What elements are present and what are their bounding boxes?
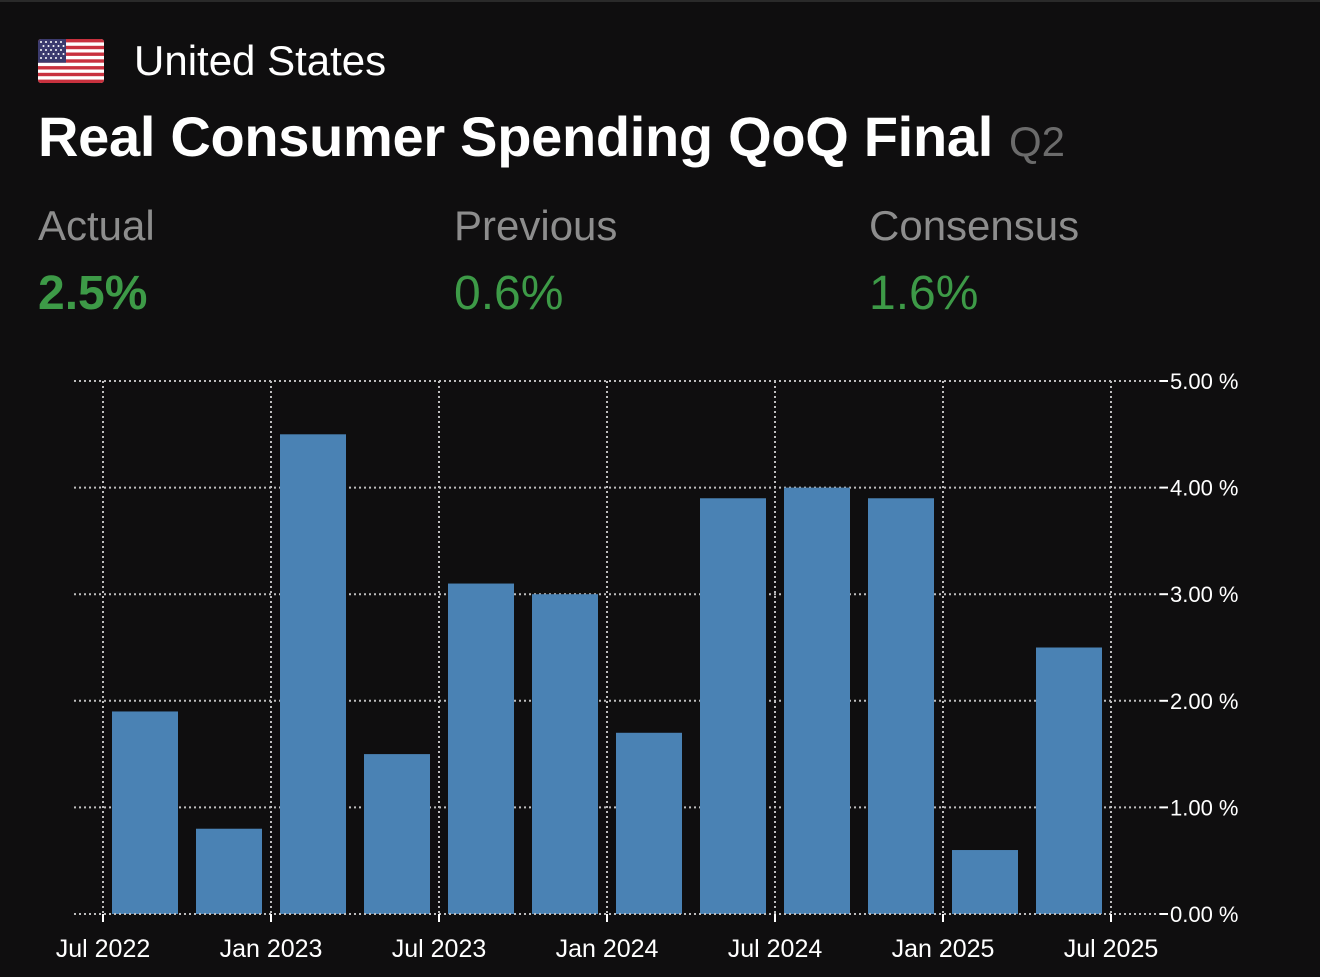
bar-2024-07 bbox=[700, 498, 766, 914]
label-layer: 0.00 % 1.00 % 2.00 % 3.00 % 4.00 % 5.00 % Jul … bbox=[56, 369, 1239, 963]
stat-previous-value: 0.6% bbox=[454, 267, 564, 320]
chart-container: 0.00 % 1.00 % 2.00 % 3.00 % 4.00 % 5.00 % Jul … bbox=[0, 360, 1320, 977]
x-tick-label: Jul 2023 bbox=[392, 935, 487, 963]
page-title: Real Consumer Spending QoQ Final bbox=[38, 105, 993, 168]
stat-consensus-value: 1.6% bbox=[869, 267, 979, 320]
y-tick-label: 3.00 % bbox=[1170, 582, 1239, 607]
top-divider bbox=[0, 0, 1320, 2]
y-tick-label: 4.00 % bbox=[1170, 476, 1239, 501]
bar-2024-01 bbox=[532, 594, 598, 914]
stat-previous-label: Previous bbox=[454, 202, 618, 249]
us-flag-icon bbox=[38, 39, 104, 83]
country-header: United States bbox=[38, 36, 386, 86]
period-label: Q2 bbox=[1008, 118, 1065, 165]
x-tick-label: Jan 2025 bbox=[892, 935, 995, 963]
bar-2023-10 bbox=[448, 583, 514, 914]
y-tick-label: 2.00 % bbox=[1170, 689, 1239, 714]
country-name: United States bbox=[134, 37, 387, 84]
title-row: Real Consumer Spending QoQ Final Q2 bbox=[38, 104, 1065, 174]
bar-2025-01 bbox=[868, 498, 934, 914]
axis-layer bbox=[74, 380, 1168, 922]
bar-2023-04 bbox=[280, 434, 346, 914]
stat-consensus-label: Consensus bbox=[869, 202, 1080, 249]
x-tick-label: Jul 2025 bbox=[1064, 935, 1159, 963]
bar-2023-01 bbox=[196, 828, 262, 914]
stat-previous: Previous 0.6% bbox=[454, 200, 617, 322]
stat-consensus: Consensus 1.6% bbox=[869, 200, 1079, 322]
x-tick-label: Jan 2023 bbox=[220, 935, 323, 963]
bar-2025-07 bbox=[1036, 647, 1102, 914]
stat-actual-label: Actual bbox=[38, 202, 155, 249]
bar-layer bbox=[112, 434, 1102, 914]
x-tick-label: Jan 2024 bbox=[556, 935, 659, 963]
bar-2022-10 bbox=[112, 711, 178, 914]
y-tick-label: 5.00 % bbox=[1170, 369, 1239, 394]
bar-2024-04 bbox=[616, 732, 682, 914]
x-tick-label: Jul 2022 bbox=[56, 935, 151, 963]
x-tick-label: Jul 2024 bbox=[728, 935, 823, 963]
bar-2024-10 bbox=[784, 487, 850, 914]
bar-chart: 0.00 % 1.00 % 2.00 % 3.00 % 4.00 % 5.00 % Jul … bbox=[56, 369, 1239, 963]
bar-2025-04 bbox=[952, 850, 1018, 914]
y-tick-label: 1.00 % bbox=[1170, 795, 1239, 820]
stat-actual: Actual 2.5% bbox=[38, 200, 155, 322]
stat-actual-value: 2.5% bbox=[38, 267, 148, 320]
y-tick-label: 0.00 % bbox=[1170, 902, 1239, 927]
bar-2023-07 bbox=[364, 754, 430, 914]
